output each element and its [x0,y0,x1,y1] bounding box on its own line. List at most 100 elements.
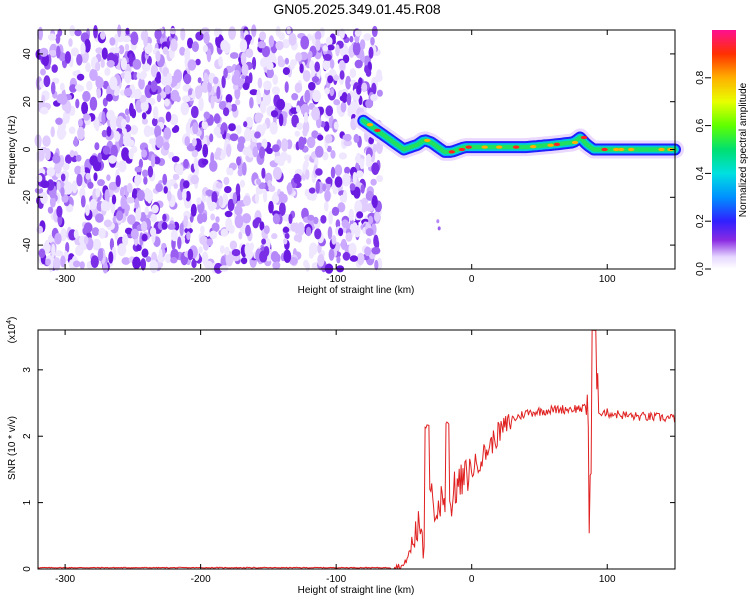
noise-blob [326,36,333,46]
noise-blob [80,42,86,55]
noise-blob [311,106,321,121]
noise-blob [141,63,151,72]
noise-blob [117,160,127,173]
figure-title: GN05.2025.349.01.45.R08 [273,1,441,17]
noise-blob [130,124,138,135]
noise-blob [69,84,77,93]
noise-blob [141,112,147,120]
spectrogram-y-axis: -40 -20 0 20 40 [22,48,675,252]
noise-blob [239,39,248,53]
noise-blob [158,248,163,263]
ridge-peak [448,150,455,154]
noise-blob [219,245,225,254]
noise-blob [268,200,274,214]
noise-blob [149,259,158,274]
noise-blob [279,151,288,162]
noise-blob [39,80,44,89]
noise-blob [211,191,218,204]
noise-blob [320,215,327,224]
noise-blob [202,143,209,158]
noise-blob [236,124,242,135]
noise-blob [345,232,353,242]
noise-blob [134,197,139,210]
noise-blob [155,50,161,62]
y-tick-label: 1 [22,499,33,505]
noise-blob [135,207,142,221]
x-tick-label: -200 [191,274,211,285]
noise-blob [153,106,159,120]
noise-blob [166,72,173,86]
noise-blob [229,240,238,250]
noise-blob [101,111,106,126]
y-tick-label: -20 [22,190,33,205]
noise-blob [163,127,172,140]
noise-blob [245,48,254,58]
noise-blob [324,189,331,202]
noise-blob [226,143,232,158]
noise-blob [231,73,241,86]
noise-blob [276,98,286,111]
noise-blob [230,103,238,112]
noise-blob [182,188,187,202]
noise-blob [229,133,239,142]
noise-blob [356,170,364,178]
spectrogram-x-label: Height of straight line (km) [298,285,415,296]
noise-blob [173,183,179,189]
noise-blob [335,219,341,229]
noise-blob [196,197,202,205]
x-tick-label: -300 [55,274,75,285]
noise-blob [329,88,334,97]
noise-blob [356,252,365,266]
noise-blob [190,174,199,185]
noise-blob [171,229,178,242]
noise-blob [308,187,316,194]
y-tick-label: 3 [22,367,33,373]
noise-blob [136,244,142,251]
noise-blob [263,80,272,91]
noise-blob [287,154,292,164]
noise-blob [182,95,191,103]
ridge-peak [512,145,520,149]
noise-blob [261,167,266,179]
noise-blob [117,24,122,38]
noise-blob [225,94,233,104]
noise-blob [365,228,374,237]
noise-blob [259,146,265,159]
noise-blob [136,72,141,80]
x-tick-label: 0 [469,274,475,285]
noise-blob [39,106,49,115]
noise-blob [36,174,43,182]
noise-blob [245,224,251,237]
noise-blob [121,257,131,265]
noise-blob [156,71,162,83]
noise-blob [240,52,247,66]
noise-blob [109,115,119,129]
noise-blob [277,55,284,63]
noise-blob [83,235,89,245]
x-tick-label: 0 [469,574,475,585]
noise-blob [373,234,379,248]
noise-blob [361,197,369,205]
noise-blob [209,133,214,143]
noise-blob [330,150,336,159]
noise-blob [202,44,208,53]
noise-blob [345,75,352,90]
noise-blob [225,252,234,267]
noise-blob [311,130,319,139]
noise-blob [100,200,109,212]
noise-blob [138,158,143,169]
noise-blob [190,203,197,217]
noise-blob [289,59,296,70]
noise-blob [100,31,106,40]
noise-blob [114,131,120,142]
noise-blob [173,125,180,133]
noise-blob [327,226,333,240]
noise-blob [209,201,217,210]
noise-blob [89,198,98,210]
noise-blob [100,58,105,68]
noise-blob [315,38,321,51]
noise-blob [224,210,233,218]
noise-blob [54,232,62,245]
noise-blob [270,251,279,263]
